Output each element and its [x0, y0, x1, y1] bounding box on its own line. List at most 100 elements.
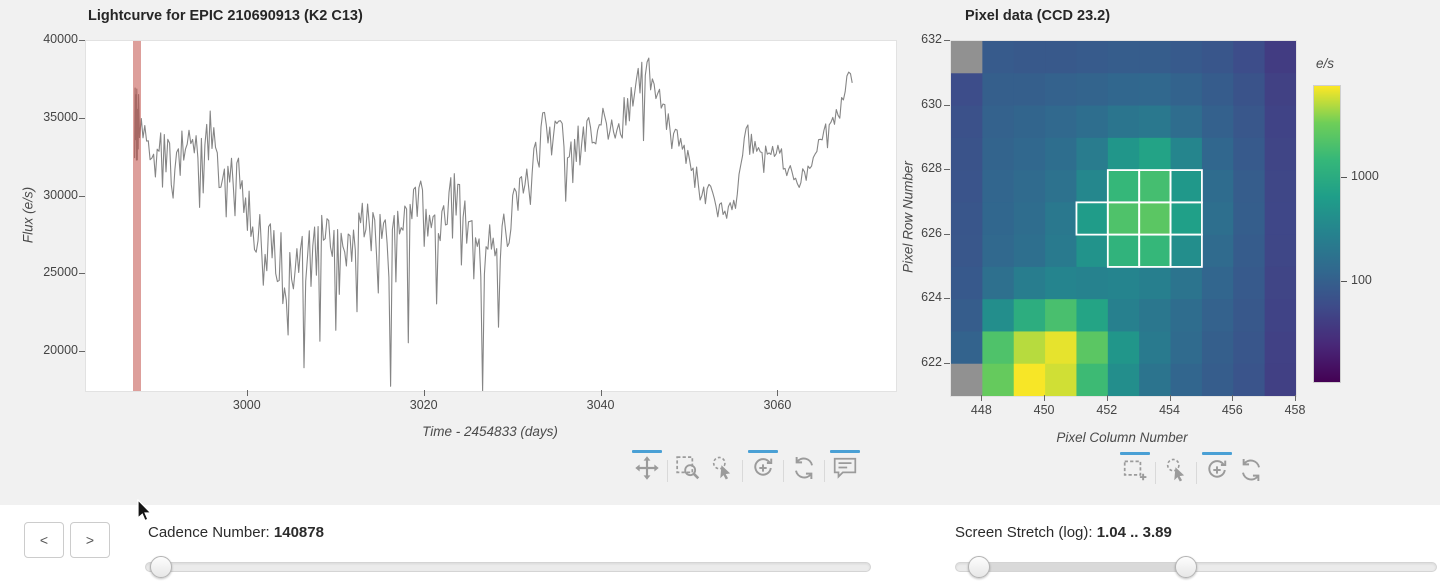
- pixel-cell[interactable]: [1139, 234, 1172, 268]
- pixel-cell[interactable]: [1170, 363, 1203, 396]
- pixel-cell[interactable]: [1139, 41, 1172, 74]
- tap-tool-button[interactable]: [1159, 452, 1193, 490]
- previous-cadence-button[interactable]: <: [24, 522, 64, 558]
- pixel-cell[interactable]: [1201, 331, 1234, 365]
- pixel-cell[interactable]: [1233, 331, 1266, 365]
- pixel-cell[interactable]: [1076, 234, 1109, 268]
- pixel-cell[interactable]: [1233, 202, 1266, 236]
- pixel-cell[interactable]: [1139, 202, 1172, 236]
- pixel-cell[interactable]: [1076, 331, 1109, 365]
- pixel-cell[interactable]: [951, 234, 983, 268]
- pixel-cell[interactable]: [1201, 41, 1234, 74]
- pixel-cell[interactable]: [951, 170, 983, 203]
- pixel-cell[interactable]: [1013, 137, 1046, 171]
- pixel-cell[interactable]: [1013, 331, 1046, 365]
- pixel-cell[interactable]: [1201, 266, 1234, 300]
- pixel-cell[interactable]: [1170, 266, 1203, 300]
- pixel-cell[interactable]: [1013, 266, 1046, 300]
- pixel-cell[interactable]: [951, 137, 983, 171]
- pixel-cell[interactable]: [982, 73, 1015, 107]
- pixel-cell[interactable]: [1170, 105, 1203, 139]
- pixel-cell[interactable]: [1170, 331, 1203, 365]
- pixel-cell[interactable]: [1045, 234, 1078, 268]
- pixel-cell[interactable]: [1201, 299, 1234, 333]
- pixel-cell[interactable]: [1201, 202, 1234, 236]
- pixel-cell[interactable]: [982, 363, 1015, 396]
- pixel-cell[interactable]: [1139, 363, 1172, 396]
- pixel-cell[interactable]: [1233, 266, 1266, 300]
- pixel-cell[interactable]: [982, 299, 1015, 333]
- pixel-cell[interactable]: [982, 170, 1015, 203]
- pixel-cell[interactable]: [1170, 41, 1203, 74]
- pixel-cell[interactable]: [1107, 234, 1140, 268]
- pixel-cell[interactable]: [1045, 299, 1078, 333]
- pixel-cell[interactable]: [1264, 137, 1296, 171]
- pixel-cell[interactable]: [1076, 202, 1109, 236]
- pixel-cell[interactable]: [1139, 299, 1172, 333]
- pixel-cell[interactable]: [1076, 266, 1109, 300]
- screen-stretch-slider[interactable]: [955, 556, 1437, 578]
- pixel-cell[interactable]: [1233, 234, 1266, 268]
- pixel-cell[interactable]: [1045, 73, 1078, 107]
- pixel-cell[interactable]: [982, 331, 1015, 365]
- pixel-cell[interactable]: [1264, 41, 1296, 74]
- pixel-cell[interactable]: [1264, 363, 1296, 396]
- pixel-cell[interactable]: [982, 266, 1015, 300]
- pixel-cell[interactable]: [1076, 170, 1109, 203]
- pixel-cell[interactable]: [951, 73, 983, 107]
- pixel-cell[interactable]: [951, 105, 983, 139]
- pixel-cell[interactable]: [1264, 105, 1296, 139]
- pixel-cell[interactable]: [1045, 105, 1078, 139]
- pixel-cell[interactable]: [982, 41, 1015, 74]
- pixel-cell[interactable]: [1076, 105, 1109, 139]
- pixel-cell[interactable]: [1076, 73, 1109, 107]
- pixel-cell[interactable]: [1076, 363, 1109, 396]
- pixel-cell[interactable]: [1013, 299, 1046, 333]
- next-cadence-button[interactable]: >: [70, 522, 110, 558]
- pixel-heatmap[interactable]: [951, 41, 1296, 396]
- pixel-cell[interactable]: [1201, 137, 1234, 171]
- pixel-cell[interactable]: [1045, 363, 1078, 396]
- pixel-cell[interactable]: [1201, 234, 1234, 268]
- pixel-cell[interactable]: [1264, 202, 1296, 236]
- pixel-cell[interactable]: [1170, 299, 1203, 333]
- pixel-cell[interactable]: [1013, 41, 1046, 74]
- stretch-high-handle[interactable]: [1174, 556, 1197, 578]
- pixel-cell[interactable]: [1170, 234, 1203, 268]
- pixel-cell[interactable]: [1045, 41, 1078, 74]
- pixel-cell[interactable]: [1201, 170, 1234, 203]
- pixel-cell[interactable]: [1139, 266, 1172, 300]
- pixel-cell[interactable]: [1233, 73, 1266, 107]
- pixel-cell[interactable]: [1233, 105, 1266, 139]
- pixel-cell[interactable]: [1013, 363, 1046, 396]
- pixel-cell[interactable]: [1201, 105, 1234, 139]
- box-zoom-tool-button[interactable]: [671, 450, 705, 488]
- pixel-cell[interactable]: [1139, 137, 1172, 171]
- pixel-cell[interactable]: [1107, 202, 1140, 236]
- tap-tool-button[interactable]: [705, 450, 739, 488]
- pixel-cell[interactable]: [982, 105, 1015, 139]
- pixel-cell[interactable]: [1045, 137, 1078, 171]
- pixel-cell[interactable]: [1076, 299, 1109, 333]
- pixel-cell[interactable]: [1013, 73, 1046, 107]
- pixel-cell[interactable]: [1107, 331, 1140, 365]
- pixel-cell[interactable]: [1201, 363, 1234, 396]
- pixel-cell[interactable]: [951, 41, 983, 74]
- pixel-cell[interactable]: [1264, 73, 1296, 107]
- pixel-cell[interactable]: [982, 137, 1015, 171]
- stretch-low-handle[interactable]: [967, 556, 990, 578]
- pixel-cell[interactable]: [1264, 234, 1296, 268]
- pixel-cell[interactable]: [1107, 105, 1140, 139]
- pixel-cell[interactable]: [1107, 266, 1140, 300]
- lightcurve-plot[interactable]: [85, 40, 897, 392]
- pixel-cell[interactable]: [1013, 202, 1046, 236]
- pixel-cell[interactable]: [1233, 299, 1266, 333]
- pixel-cell[interactable]: [1013, 105, 1046, 139]
- pixel-cell[interactable]: [1107, 137, 1140, 171]
- pixel-cell[interactable]: [1076, 41, 1109, 74]
- pixel-cell[interactable]: [1233, 363, 1266, 396]
- pixel-cell[interactable]: [1139, 170, 1172, 203]
- pixel-cell[interactable]: [1045, 266, 1078, 300]
- box-select-tool-button[interactable]: [1118, 452, 1152, 490]
- pixel-cell[interactable]: [1139, 105, 1172, 139]
